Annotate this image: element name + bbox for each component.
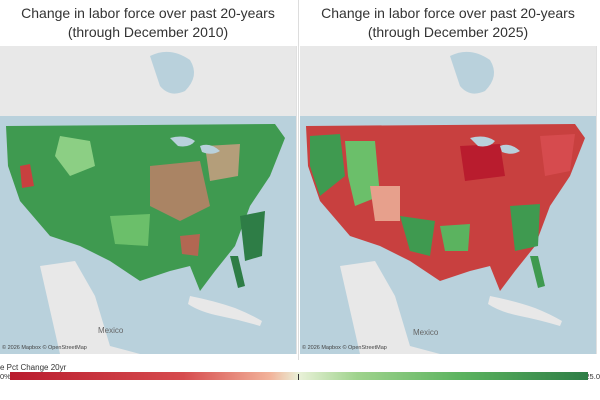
map-canvas[interactable] — [300, 46, 596, 354]
legend-gradient-bar[interactable] — [10, 372, 588, 380]
florida-counties[interactable] — [530, 256, 545, 288]
great-lakes — [200, 144, 220, 154]
county-cluster[interactable] — [510, 204, 540, 251]
map-panel-2010: Change in labor force over past 20-years… — [0, 0, 297, 360]
county-cluster[interactable] — [310, 134, 345, 196]
map-view[interactable]: Mexico © 2026 Mapbox © OpenStreetMap — [0, 46, 297, 354]
map-attribution[interactable]: © 2026 Mapbox © OpenStreetMap — [302, 345, 387, 351]
color-legend: e Pct Change 20yr 0% 25.0 — [0, 360, 600, 400]
hudson-bay — [450, 51, 494, 94]
legend-min-label: 0% — [0, 372, 11, 381]
cuba-landmass — [188, 296, 262, 326]
map-title: Change in labor force over past 20-years… — [321, 5, 575, 40]
county-cluster[interactable] — [20, 164, 34, 188]
county-cluster[interactable] — [180, 234, 200, 256]
great-lakes — [170, 136, 195, 147]
county-cluster[interactable] — [460, 144, 505, 181]
mexico-landmass — [40, 261, 140, 354]
legend-midpoint-marker — [298, 374, 299, 380]
map-panel-2025: Change in labor force over past 20-years… — [300, 0, 597, 360]
mexico-label: Mexico — [98, 326, 124, 335]
legend-max-label: 25.0 — [585, 372, 600, 381]
mexico-landmass — [340, 261, 440, 354]
florida-counties[interactable] — [230, 256, 245, 288]
county-cluster[interactable] — [55, 136, 95, 176]
county-cluster[interactable] — [150, 161, 210, 221]
usa-county-layer[interactable] — [6, 124, 285, 291]
county-cluster[interactable] — [370, 186, 400, 221]
map-attribution[interactable]: © 2026 Mapbox © OpenStreetMap — [2, 345, 87, 351]
county-cluster[interactable] — [400, 216, 435, 256]
hudson-bay — [150, 51, 194, 94]
mexico-label: Mexico — [413, 328, 439, 337]
map-canvas[interactable] — [0, 46, 296, 354]
legend-title: e Pct Change 20yr — [0, 363, 67, 372]
county-cluster[interactable] — [110, 214, 150, 246]
canada-landmass — [300, 46, 596, 116]
map-view[interactable]: Mexico © 2026 Mapbox © OpenStreetMap — [300, 46, 597, 354]
usa-county-layer[interactable] — [306, 124, 585, 291]
panel-divider — [298, 0, 299, 360]
county-cluster[interactable] — [440, 224, 470, 251]
great-lakes — [500, 144, 520, 154]
great-lakes — [470, 136, 495, 147]
cuba-landmass — [488, 296, 562, 326]
canada-landmass — [0, 46, 296, 116]
county-cluster[interactable] — [240, 211, 265, 261]
map-title: Change in labor force over past 20-years… — [21, 5, 275, 40]
county-cluster[interactable] — [540, 134, 575, 176]
